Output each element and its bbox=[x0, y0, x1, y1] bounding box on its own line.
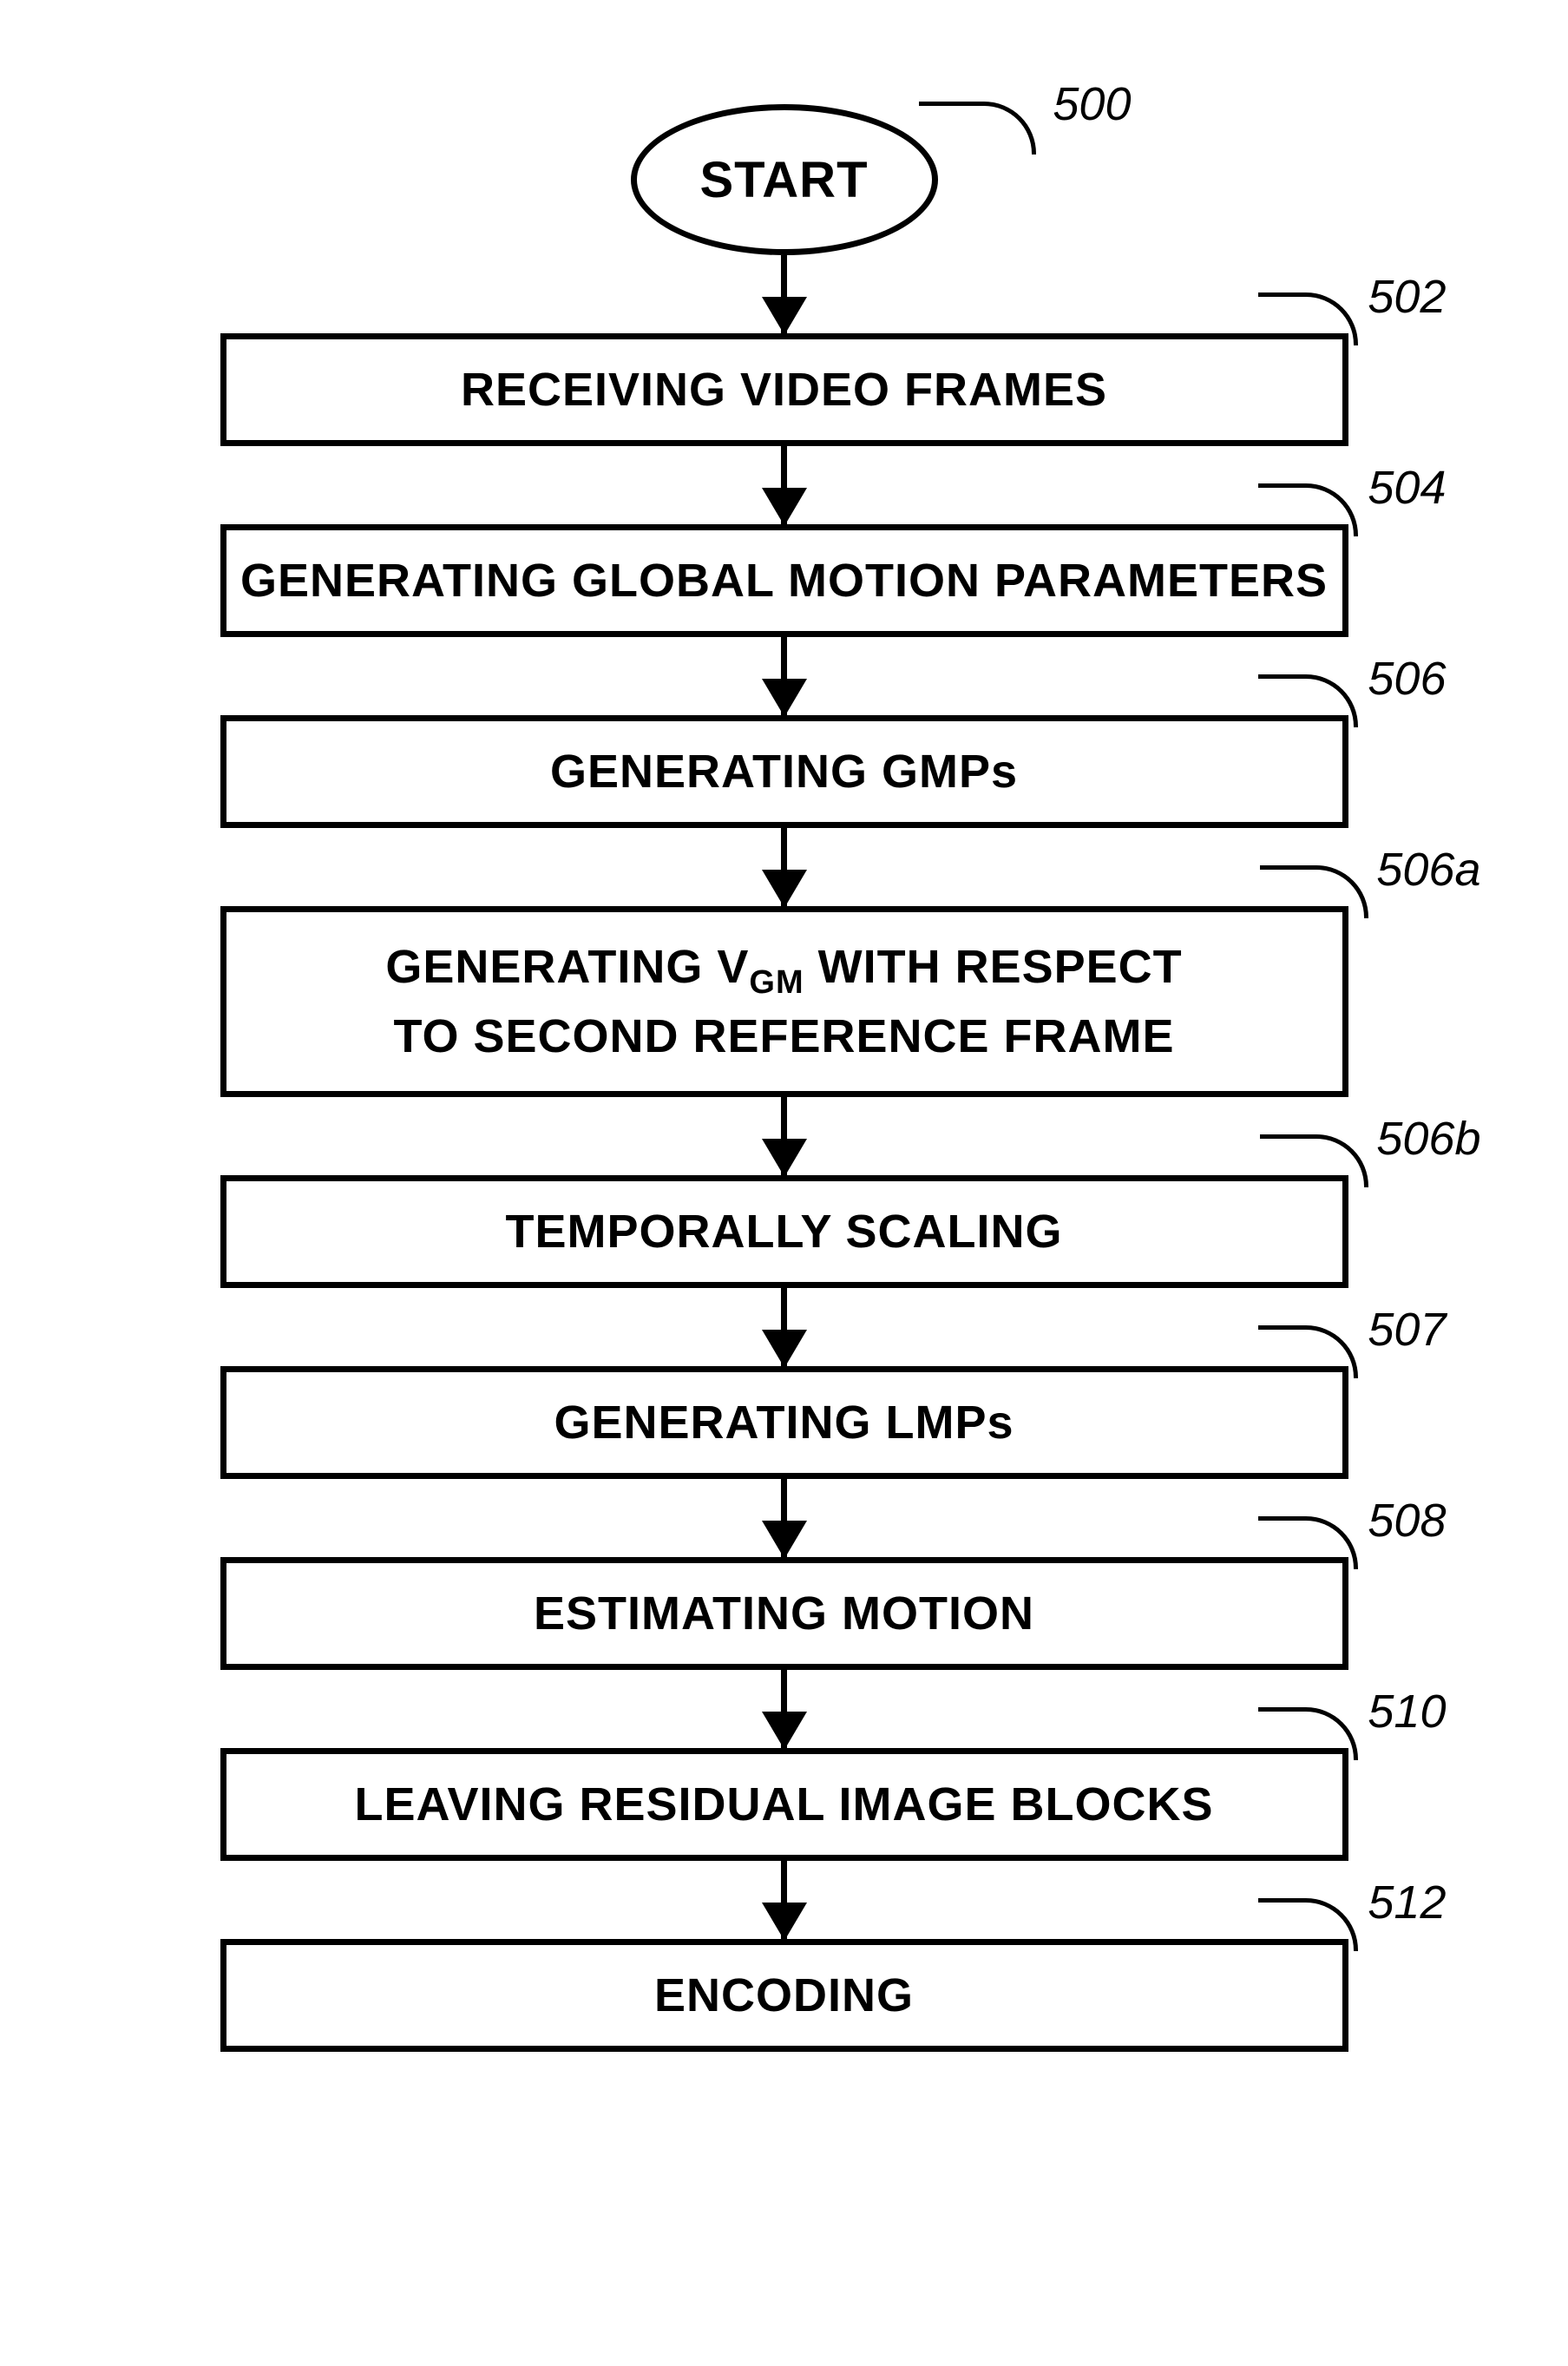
ref-label-510: 510 bbox=[1368, 1685, 1446, 1738]
ref-label-start: 500 bbox=[1053, 77, 1131, 131]
ref-leader-start bbox=[919, 102, 1036, 154]
step-506b: TEMPORALLY SCALING 506b bbox=[220, 1175, 1348, 1288]
ref-leader-506b bbox=[1260, 1134, 1368, 1187]
ref-label-512: 512 bbox=[1368, 1876, 1446, 1929]
arrow-4 bbox=[781, 1097, 787, 1175]
step-502: RECEIVING VIDEO FRAMES 502 bbox=[220, 333, 1348, 446]
arrow-1 bbox=[781, 446, 787, 524]
step-506: GENERATING GMPs 506 bbox=[220, 715, 1348, 828]
step-508-label: ESTIMATING MOTION bbox=[534, 1582, 1034, 1646]
flowchart-container: START 500 RECEIVING VIDEO FRAMES 502 GEN… bbox=[220, 104, 1348, 2052]
step-506a: GENERATING VGM WITH RESPECTTO SECOND REF… bbox=[220, 906, 1348, 1097]
ref-leader-506 bbox=[1258, 674, 1358, 727]
step-504-label: GENERATING GLOBAL MOTION PARAMETERS bbox=[240, 549, 1328, 613]
ref-leader-507 bbox=[1258, 1325, 1358, 1378]
ref-leader-504 bbox=[1258, 483, 1358, 536]
step-506b-label: TEMPORALLY SCALING bbox=[505, 1200, 1062, 1264]
ref-label-506: 506 bbox=[1368, 652, 1446, 706]
arrow-7 bbox=[781, 1670, 787, 1748]
start-node: START 500 bbox=[631, 104, 938, 255]
step-512-label: ENCODING bbox=[654, 1964, 914, 2028]
ref-leader-508 bbox=[1258, 1516, 1358, 1569]
step-504: GENERATING GLOBAL MOTION PARAMETERS 504 bbox=[220, 524, 1348, 637]
step-508: ESTIMATING MOTION 508 bbox=[220, 1557, 1348, 1670]
ref-leader-502 bbox=[1258, 292, 1358, 345]
ref-leader-506a bbox=[1260, 865, 1368, 918]
ref-label-506b: 506b bbox=[1376, 1112, 1480, 1166]
ref-label-506a: 506a bbox=[1376, 843, 1480, 897]
step-506a-label: GENERATING VGM WITH RESPECTTO SECOND REF… bbox=[385, 936, 1182, 1068]
step-502-label: RECEIVING VIDEO FRAMES bbox=[461, 358, 1107, 422]
ref-leader-512 bbox=[1258, 1898, 1358, 1951]
arrow-0 bbox=[781, 255, 787, 333]
ref-label-502: 502 bbox=[1368, 270, 1446, 324]
arrow-2 bbox=[781, 637, 787, 715]
ref-label-508: 508 bbox=[1368, 1494, 1446, 1548]
step-507-label: GENERATING LMPs bbox=[554, 1391, 1014, 1455]
ref-label-507: 507 bbox=[1368, 1303, 1446, 1357]
arrow-8 bbox=[781, 1861, 787, 1939]
step-510: LEAVING RESIDUAL IMAGE BLOCKS 510 bbox=[220, 1748, 1348, 1861]
step-507: GENERATING LMPs 507 bbox=[220, 1366, 1348, 1479]
arrow-3 bbox=[781, 828, 787, 906]
step-506-label: GENERATING GMPs bbox=[550, 740, 1018, 804]
start-label: START bbox=[699, 151, 868, 209]
arrow-5 bbox=[781, 1288, 787, 1366]
step-510-label: LEAVING RESIDUAL IMAGE BLOCKS bbox=[354, 1773, 1213, 1837]
arrow-6 bbox=[781, 1479, 787, 1557]
ref-label-504: 504 bbox=[1368, 461, 1446, 515]
ref-leader-510 bbox=[1258, 1707, 1358, 1760]
step-512: ENCODING 512 bbox=[220, 1939, 1348, 2052]
